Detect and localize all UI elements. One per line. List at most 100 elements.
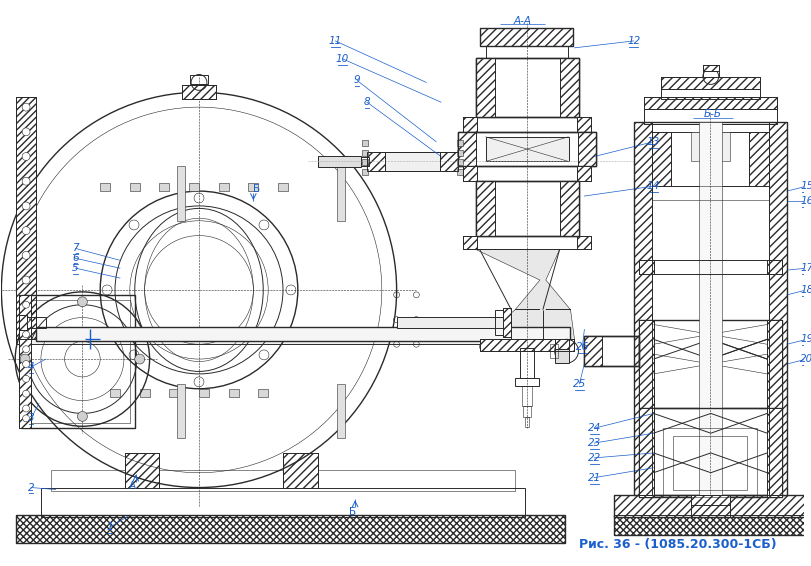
Bar [16,515,564,543]
Text: Б: Б [252,184,260,194]
Text: 9: 9 [354,75,360,85]
Bar [457,132,595,166]
Bar [749,132,768,186]
Bar [41,487,525,517]
Text: 18: 18 [799,285,811,295]
Bar [559,58,579,117]
Bar [479,28,573,46]
Bar [577,166,590,181]
Bar [190,75,208,84]
Circle shape [77,411,88,421]
Bar [584,336,602,366]
Bar [643,97,776,109]
Bar [277,183,288,191]
Bar [457,132,595,166]
Bar [125,453,159,487]
Bar [698,122,721,495]
Bar [475,181,495,235]
Bar [650,132,671,186]
Bar [559,58,579,117]
Bar [661,78,759,99]
Bar [768,122,786,495]
Bar [19,295,31,428]
Bar [358,157,368,166]
Bar [638,260,653,274]
Bar [643,97,776,109]
Bar [650,132,671,186]
Bar [457,140,462,145]
Bar [559,181,579,235]
Bar [61,329,71,341]
Bar [475,181,495,235]
Circle shape [23,361,29,367]
Bar [337,166,345,221]
Bar [613,515,805,535]
Polygon shape [475,250,573,348]
Bar [638,409,653,498]
Bar [16,97,36,340]
Bar [503,308,511,337]
Bar [457,132,475,166]
Bar [234,329,243,341]
Bar [577,117,590,132]
Bar [283,453,317,487]
Bar [362,149,367,156]
Bar [396,316,504,328]
Bar [218,183,229,191]
Bar [462,166,590,181]
Circle shape [22,251,30,259]
Bar [475,181,579,235]
Bar [650,186,768,200]
Bar [661,78,759,89]
Circle shape [20,354,30,364]
Bar [337,384,345,438]
Bar [766,409,781,498]
Text: 13: 13 [646,137,659,147]
Text: 17: 17 [799,263,811,273]
Bar [690,495,729,505]
Bar [21,295,135,428]
Bar [440,152,457,171]
Bar [450,329,461,341]
Circle shape [23,301,29,308]
Bar [303,329,312,341]
Bar [584,336,638,366]
Bar [19,295,31,428]
Bar [182,85,216,99]
Bar [661,78,759,89]
Circle shape [22,202,30,210]
Circle shape [22,153,30,161]
Bar [194,329,204,341]
Bar [577,132,595,166]
Bar [485,46,567,58]
Bar [638,409,781,498]
Bar [479,28,573,46]
Bar [462,117,590,132]
Bar [381,329,391,341]
Bar [514,378,539,386]
Circle shape [23,375,29,382]
Circle shape [77,297,88,307]
Text: 11: 11 [328,36,341,46]
Bar [613,515,805,535]
Bar [554,340,568,349]
Circle shape [22,301,30,308]
Bar [613,515,805,535]
Bar [367,152,384,171]
Bar [457,169,462,175]
Bar [462,117,590,132]
Bar [503,308,511,337]
Bar [638,320,781,409]
Bar [702,65,718,71]
Bar [643,109,776,124]
Text: 19: 19 [799,335,811,344]
Bar [690,495,729,517]
Bar [549,344,557,358]
Text: 25: 25 [572,379,586,389]
Text: Б-Б: Б-Б [703,109,721,119]
Bar [766,409,781,498]
Bar [110,329,120,341]
Bar [19,295,31,428]
Circle shape [22,103,30,111]
Bar [702,65,718,71]
